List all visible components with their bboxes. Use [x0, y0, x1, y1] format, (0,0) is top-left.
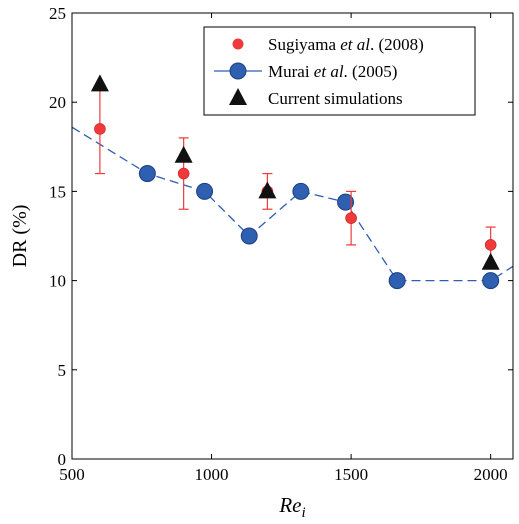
- x-axis-label: Rei: [278, 493, 305, 521]
- sugiyama-point: [94, 123, 106, 135]
- x-tick-label: 500: [59, 465, 85, 484]
- x-tick-label: 2000: [474, 465, 508, 484]
- legend-label-part: Sugiyama: [268, 35, 340, 54]
- series-layer: [72, 74, 513, 290]
- y-tick-label: 25: [49, 4, 66, 23]
- current-simulation-point: [481, 252, 500, 270]
- legend-marker-murai: [229, 62, 247, 80]
- legend-label-current: Current simulations: [268, 89, 403, 108]
- sugiyama-point: [177, 167, 190, 180]
- plot-frame: [71, 12, 514, 460]
- murai-dashed-line: [72, 126, 513, 282]
- legend-marker-current: [229, 88, 247, 105]
- legend-label-part: et al: [340, 35, 370, 54]
- x-axis-label-subscript: i: [301, 505, 305, 521]
- murai-point: [240, 227, 258, 245]
- legend-label-sugiyama: Sugiyama et al. (2008): [268, 35, 424, 54]
- axes-layer: 500 1000 1500 2000 0 5 10 15 20 25 Rei DR (%): [9, 4, 513, 521]
- murai-point: [388, 272, 406, 290]
- y-axis-label: DR (%): [9, 205, 31, 268]
- legend-label-part: et al: [314, 62, 344, 81]
- murai-point: [482, 272, 500, 290]
- y-tick-label: 5: [58, 361, 67, 380]
- legend: Sugiyama et al. (2008)Murai et al. (2005…: [203, 26, 476, 116]
- current-simulation-point: [90, 74, 109, 92]
- murai-point: [337, 193, 355, 211]
- legend-label-part: . (2005): [344, 62, 398, 81]
- murai-point: [196, 182, 214, 200]
- legend-marker-sugiyama: [232, 38, 244, 50]
- y-tick-label: 20: [49, 93, 66, 112]
- y-tick-label: 15: [49, 182, 66, 201]
- legend-label-part: . (2008): [370, 35, 424, 54]
- murai-point: [292, 182, 310, 200]
- plot-area: [72, 74, 513, 290]
- y-tick-label: 10: [49, 272, 66, 291]
- legend-label-part: Current simulations: [268, 89, 403, 108]
- x-axis-label-main: Re: [278, 493, 301, 517]
- legend-label-murai: Murai et al. (2005): [268, 62, 397, 81]
- current-simulation-point: [174, 145, 193, 163]
- legend-label-part: Murai: [268, 62, 314, 81]
- y-tick-label: 0: [58, 450, 67, 469]
- sugiyama-point: [484, 239, 497, 251]
- x-tick-label: 1000: [195, 465, 229, 484]
- murai-point: [138, 165, 156, 183]
- x-tick-label: 1500: [334, 465, 368, 484]
- current-simulation-point: [258, 181, 277, 199]
- sugiyama-point: [345, 212, 357, 224]
